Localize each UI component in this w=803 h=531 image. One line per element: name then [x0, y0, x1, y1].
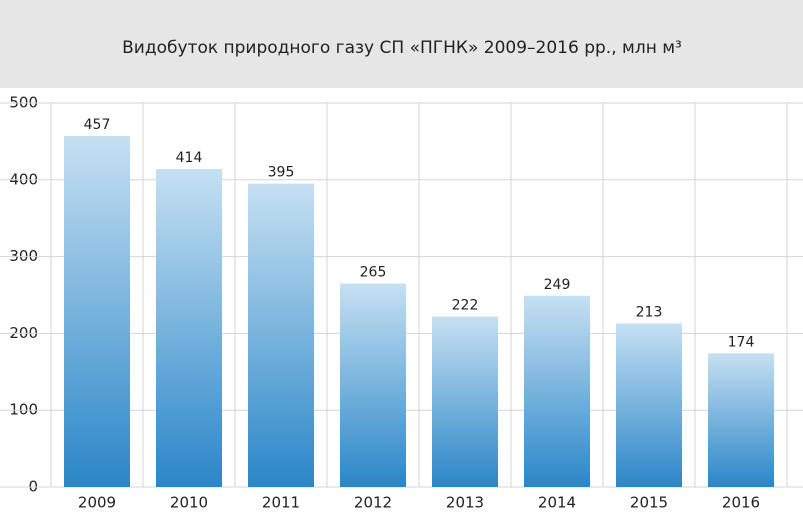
value-label: 222 [452, 298, 479, 314]
value-label: 395 [268, 165, 295, 181]
bar [616, 323, 682, 487]
header-band [0, 0, 803, 88]
value-label: 457 [84, 117, 111, 133]
bar [248, 183, 314, 487]
bar [156, 169, 222, 487]
x-tick-label: 2011 [262, 494, 300, 512]
bar [708, 353, 774, 487]
bar [340, 283, 406, 487]
value-label: 213 [636, 304, 663, 320]
value-label: 249 [544, 277, 571, 293]
x-tick-label: 2010 [170, 494, 208, 512]
value-label: 414 [176, 150, 203, 166]
chart-title: Видобуток природного газу СП «ПГНК» 2009… [122, 38, 682, 58]
x-tick-label: 2016 [722, 494, 760, 512]
x-tick-label: 2012 [354, 494, 392, 512]
x-tick-label: 2015 [630, 494, 668, 512]
value-label: 174 [728, 334, 755, 350]
x-tick-label: 2014 [538, 494, 576, 512]
bar [432, 316, 498, 487]
x-tick-label: 2013 [446, 494, 484, 512]
value-label: 265 [360, 264, 387, 280]
bar [64, 136, 130, 488]
x-tick-label: 2009 [78, 494, 116, 512]
bar [524, 295, 590, 487]
